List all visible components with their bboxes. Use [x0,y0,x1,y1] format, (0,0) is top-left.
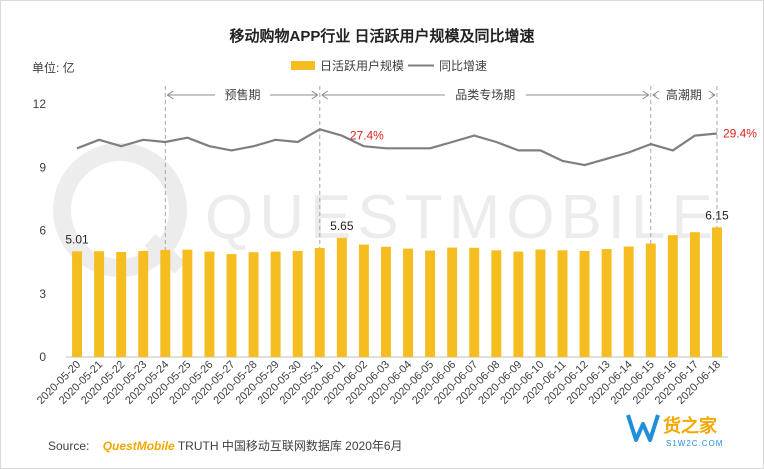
bar [689,232,700,357]
bar-data-label: 5.65 [330,219,354,233]
watermark-text: QUESTMOBILE [205,183,719,252]
line-data-label: 29.4% [723,127,757,141]
bar [94,251,105,357]
y-tick-label: 6 [39,224,46,238]
period-arrowhead-right [708,90,716,100]
period-arrowhead-right [642,90,650,100]
period-arrowhead-left [652,90,660,100]
bar [270,251,281,357]
logo-name: 货之家 [663,415,718,436]
legend: 日活跃用户规模 同比增速 [291,58,487,73]
bar [425,250,436,357]
y-tick-label: 12 [33,97,47,111]
source-prefix: Source: [48,439,89,453]
chart-title: 移动购物APP行业 日活跃用户规模及同比增速 [229,27,534,45]
y-tick-label: 0 [39,350,46,364]
bar [447,247,458,357]
legend-bar-label: 日活跃用户规模 [320,58,404,73]
bar-data-label: 5.01 [65,232,89,246]
y-unit-label: 单位: 亿 [32,60,75,75]
bar [204,251,215,357]
bar [292,250,303,357]
bar [601,249,612,357]
bar [513,251,524,357]
period-label: 高潮期 [666,87,702,102]
bar [314,247,325,357]
source-brand: QuestMobile [103,439,175,453]
logo-w-icon [626,414,660,442]
bar [248,252,259,357]
bar [645,243,656,357]
legend-bar-swatch [291,61,315,70]
line-series-path [76,128,718,167]
bar [226,254,237,357]
bar [182,249,193,357]
bar [623,246,634,357]
source-line: Source: QuestMobile TRUTH 中国移动互联网数据库 202… [48,438,403,453]
y-tick-label: 3 [39,287,46,301]
line-data-label: 27.4% [350,129,384,143]
bar [535,249,546,357]
bar [469,247,480,357]
logo-url: S1W2C.COM [666,439,723,448]
bar [712,227,722,357]
bar [667,235,678,357]
corner-logo: 货之家 S1W2C.COM [626,414,723,448]
bar [160,249,171,357]
bar [138,250,149,357]
period-arrowhead-left [321,90,329,100]
bar [336,237,347,357]
bar [72,251,82,357]
legend-line-label: 同比增速 [439,59,487,73]
period-label: 预售期 [225,87,261,102]
bar [491,250,502,357]
period-label: 品类专场期 [455,87,515,102]
y-tick-label: 9 [39,160,46,174]
bar-data-label: 6.15 [705,208,729,222]
bar [381,246,391,357]
bar [358,244,369,357]
bar [116,252,127,357]
period-arrowhead-left [167,90,174,100]
bar [557,250,568,357]
period-arrowhead-right [311,90,319,100]
bar [403,248,413,357]
bar [579,250,590,357]
source-rest: TRUTH 中国移动互联网数据库 2020年6月 [178,438,403,453]
